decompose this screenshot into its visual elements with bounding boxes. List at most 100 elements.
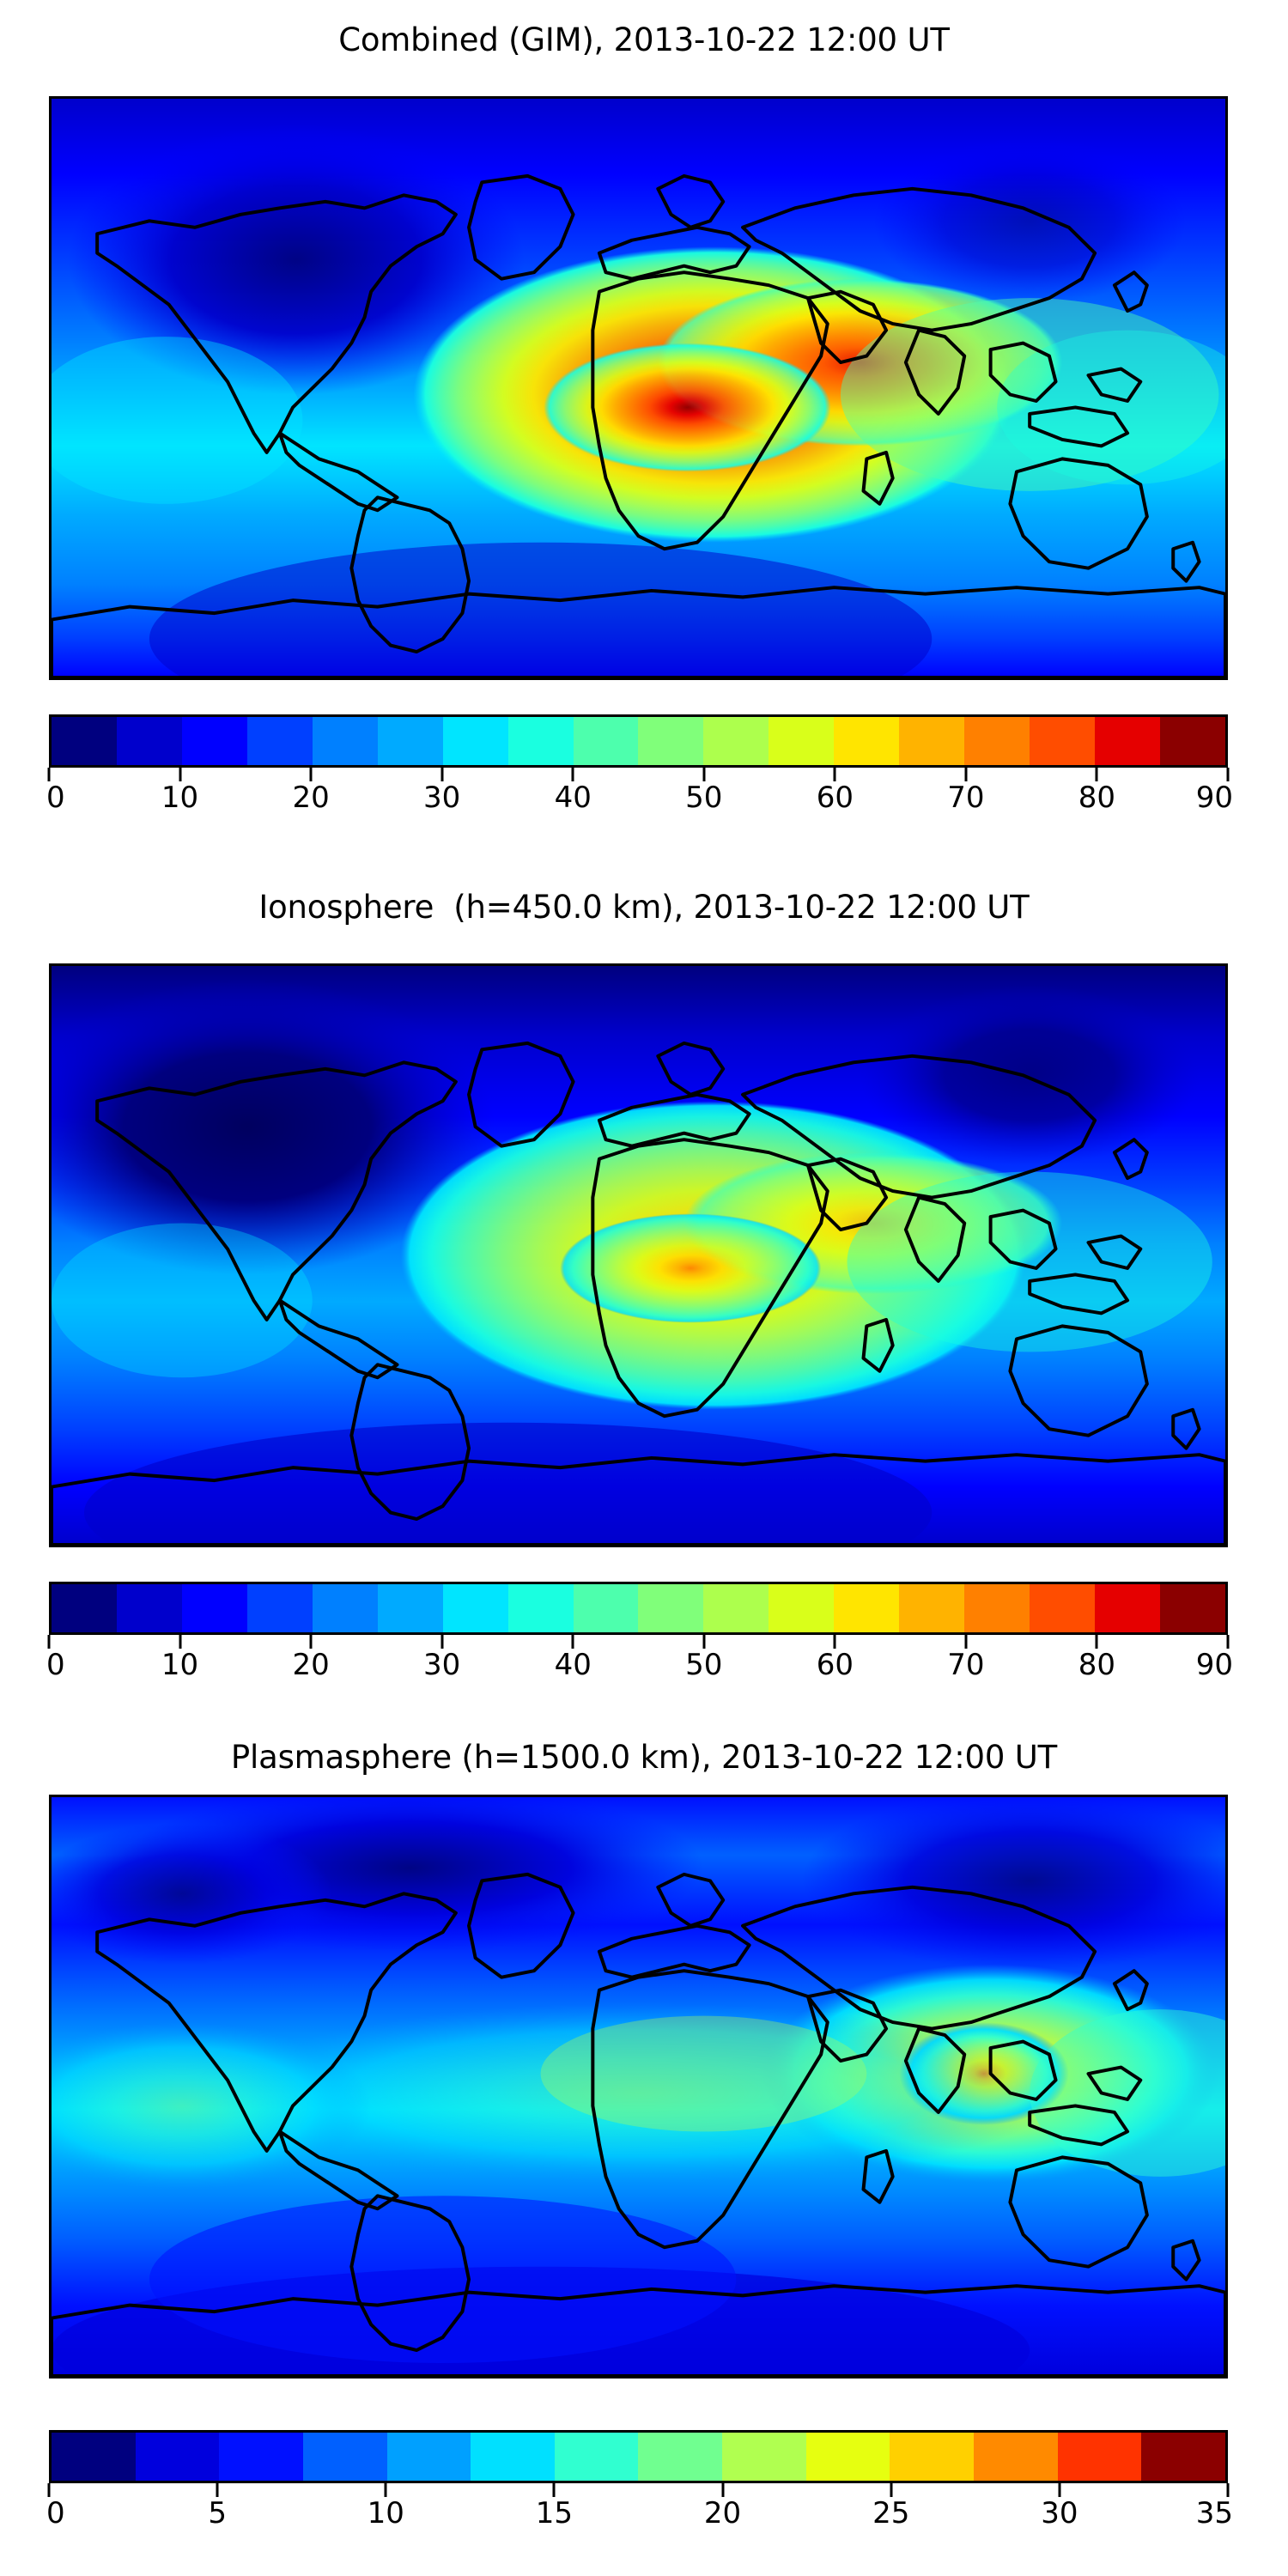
colorbar-labels-ionosphere-450km: 0 10 20 30 40 50 60 70 80 90 (46, 1648, 1233, 1690)
panel-ionosphere-450km: Ionosphere (h=450.0 km), 2013-10-22 12:0… (0, 867, 1288, 1735)
colorbar-band (964, 717, 1030, 765)
colorbar-tick-label: 80 (1078, 781, 1116, 815)
map-axes-plasmasphere-1500km (49, 1795, 1228, 2379)
colorbar-tick (1226, 1635, 1230, 1649)
colorbar-band (703, 1584, 769, 1632)
colorbar-tick-label: 70 (947, 781, 985, 815)
colorbar-tick (384, 2483, 387, 2497)
colorbar-band (1030, 717, 1095, 765)
colorbar-band (442, 717, 508, 765)
colorbar-tick (571, 1635, 574, 1649)
colorbar-tick-label: 30 (1041, 2496, 1078, 2530)
colorbar-tick-label: 10 (161, 781, 199, 815)
colorbar-band (246, 717, 313, 765)
colorbar-tick-label: 30 (423, 1648, 461, 1682)
colorbar-combined-gim: 0 10 20 30 40 50 60 70 80 90 (46, 714, 1233, 823)
colorbar-tick-label: 60 (816, 781, 854, 815)
colorbar-tick (179, 768, 182, 781)
colorbar-band (1141, 2433, 1225, 2481)
colorbar-band (116, 717, 182, 765)
colorbar-tick-label: 20 (703, 2496, 742, 2530)
panel-plasmasphere-1500km: Plasmasphere (h=1500.0 km), 2013-10-22 1… (0, 1735, 1288, 2576)
colorbar-band (722, 2433, 806, 2481)
colorbar-band (181, 717, 247, 765)
colorbar-ticks-ionosphere-450km (47, 1635, 1230, 1650)
colorbar-band (1057, 2433, 1142, 2481)
colorbar-tick (833, 768, 836, 781)
colorbar-tick-label: 15 (535, 2496, 574, 2530)
colorbar-tick-label: 10 (161, 1648, 199, 1682)
colorbar-band (377, 717, 443, 765)
colorbar-tick (47, 1635, 51, 1649)
colorbar-tick (179, 1635, 182, 1649)
colorbar-gradient-ionosphere-450km (49, 1582, 1228, 1635)
tec-map-ionosphere-450km (52, 966, 1225, 1545)
colorbar-band (899, 1584, 965, 1632)
colorbar-tick-label: 0 (46, 1648, 65, 1682)
colorbar-band (974, 2433, 1058, 2481)
panel-title-ionosphere-450km: Ionosphere (h=450.0 km), 2013-10-22 12:0… (258, 889, 1030, 926)
colorbar-tick (702, 1635, 706, 1649)
colorbar-band (312, 717, 378, 765)
colorbar-tick (1095, 1635, 1098, 1649)
colorbar-tick (440, 768, 444, 781)
colorbar-tick (1095, 768, 1098, 781)
colorbar-band (834, 1584, 900, 1632)
colorbar-band (386, 2433, 471, 2481)
colorbar-tick (309, 1635, 313, 1649)
colorbar-tick (702, 768, 706, 781)
colorbar-tick-label: 90 (1195, 1648, 1234, 1682)
colorbar-band (573, 1584, 639, 1632)
colorbar-band (638, 2433, 723, 2481)
colorbar-band (638, 717, 704, 765)
colorbar-tick-label: 60 (816, 1648, 854, 1682)
colorbar-ionosphere-450km: 0 10 20 30 40 50 60 70 80 90 (46, 1582, 1233, 1690)
colorbar-tick-label: 0 (46, 2496, 65, 2530)
colorbar-tick (1058, 2483, 1061, 2497)
colorbar-band (302, 2433, 387, 2481)
colorbar-band (1159, 1584, 1225, 1632)
panel-combined-gim: Combined (GIM), 2013-10-22 12:00 UT (0, 0, 1288, 867)
colorbar-tick (964, 768, 968, 781)
colorbar-band (964, 1584, 1030, 1632)
colorbar-tick-label: 0 (46, 781, 65, 815)
colorbar-tick-label: 90 (1195, 781, 1234, 815)
map-inner-combined-gim (52, 99, 1225, 677)
panel-title-combined-gim: Combined (GIM), 2013-10-22 12:00 UT (338, 21, 950, 58)
colorbar-band (1095, 1584, 1160, 1632)
colorbar-band (116, 1584, 182, 1632)
colorbar-band (769, 717, 835, 765)
colorbar-tick-label: 30 (423, 781, 461, 815)
colorbar-tick-label: 5 (208, 2496, 227, 2530)
colorbar-band (181, 1584, 247, 1632)
colorbar-band (471, 2433, 555, 2481)
colorbar-tick (1226, 768, 1230, 781)
colorbar-tick (216, 2483, 219, 2497)
colorbar-band (573, 717, 639, 765)
colorbar-labels-combined-gim: 0 10 20 30 40 50 60 70 80 90 (46, 781, 1233, 823)
colorbar-tick-label: 25 (872, 2496, 910, 2530)
colorbar-tick-label: 80 (1078, 1648, 1116, 1682)
colorbar-band (246, 1584, 313, 1632)
colorbar-band (312, 1584, 378, 1632)
colorbar-band (769, 1584, 835, 1632)
colorbar-band (890, 2433, 975, 2481)
map-inner-plasmasphere-1500km (52, 1797, 1225, 2376)
colorbar-band (899, 717, 965, 765)
colorbar-band (834, 717, 900, 765)
colorbar-band (507, 1584, 574, 1632)
map-axes-combined-gim (49, 96, 1228, 680)
colorbar-band (52, 1584, 117, 1632)
colorbar-band (377, 1584, 443, 1632)
colorbar-tick-label: 50 (685, 781, 723, 815)
colorbar-tick (47, 2483, 51, 2497)
colorbar-band (442, 1584, 508, 1632)
colorbar-tick (440, 1635, 444, 1649)
colorbar-tick (890, 2483, 893, 2497)
colorbar-ticks-plasmasphere-1500km (47, 2483, 1230, 2499)
map-axes-ionosphere-450km (49, 963, 1228, 1547)
colorbar-band (554, 2433, 639, 2481)
colorbar-gradient-combined-gim (49, 714, 1228, 768)
colorbar-ticks-combined-gim (47, 768, 1230, 783)
